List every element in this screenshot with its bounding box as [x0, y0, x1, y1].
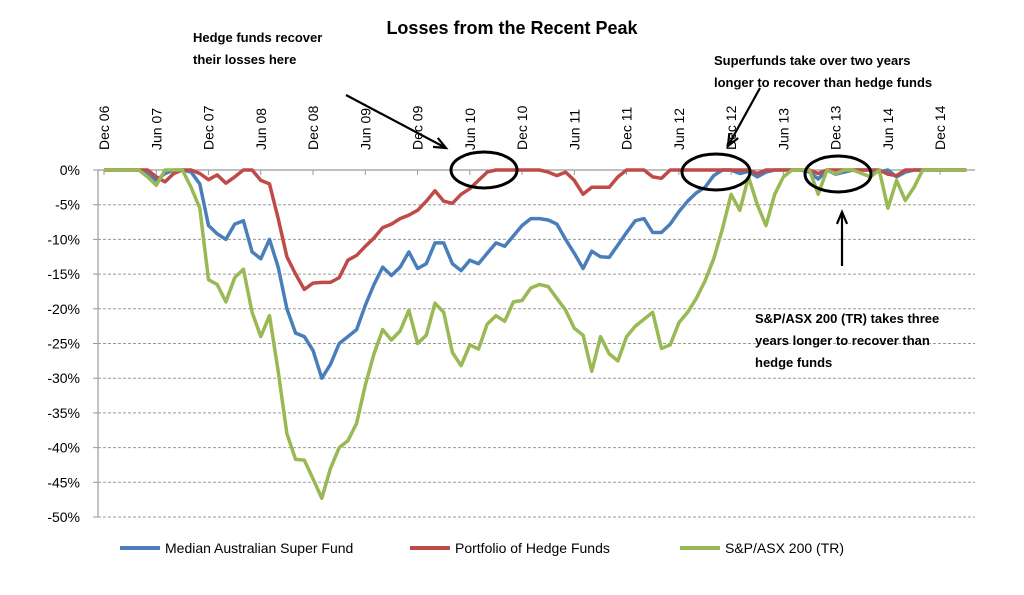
legend-label-2: Portfolio of Hedge Funds — [455, 540, 610, 556]
y-tick-label: -30% — [47, 370, 80, 386]
annotation-line: their losses here — [193, 52, 297, 67]
highlight-ellipse — [803, 154, 873, 194]
annotation-line: S&P/ASX 200 (TR) takes three — [755, 311, 940, 326]
series-line-1 — [104, 168, 967, 380]
arrow-superfunds-head — [726, 132, 739, 149]
y-tick-label: -15% — [47, 266, 80, 282]
annotation-line: Hedge funds recover — [193, 30, 323, 45]
x-tick-label: Jun 11 — [566, 109, 582, 150]
x-tick-label: Jun 14 — [880, 108, 896, 150]
highlight-ellipse — [449, 150, 519, 190]
y-tick-label: -5% — [55, 197, 80, 213]
annotation-hedge-funds: Hedge funds recover their losses here — [193, 27, 322, 71]
x-tick-label: Jun 12 — [671, 108, 687, 150]
highlight-ellipse — [680, 152, 752, 192]
x-tick-label: Dec 14 — [932, 105, 948, 150]
y-tick-label: -20% — [47, 301, 80, 317]
x-tick-label: Dec 06 — [96, 105, 112, 150]
y-tick-label: -35% — [47, 405, 80, 421]
x-tick-label: Dec 07 — [201, 105, 217, 150]
arrow-superfunds — [727, 87, 761, 147]
annotation-asx200: S&P/ASX 200 (TR) takes three years longe… — [755, 308, 939, 374]
x-tick-label: Jun 09 — [357, 108, 373, 150]
arrow-asx200-head — [835, 209, 849, 225]
arrow-hedge-funds — [345, 94, 447, 149]
y-tick-label: 0% — [60, 162, 80, 178]
chart-title: Losses from the Recent Peak — [386, 18, 638, 38]
x-tick-label: Jun 13 — [775, 108, 791, 150]
annotation-line: Superfunds take over two years — [714, 53, 911, 68]
x-tick-label: Jun 07 — [148, 108, 164, 150]
annotation-line: years longer to recover than — [755, 333, 930, 348]
series-line-3 — [104, 168, 967, 501]
x-tick-label: Dec 12 — [723, 105, 739, 150]
legend-label-1: Median Australian Super Fund — [165, 540, 353, 556]
y-tick-label: -40% — [47, 440, 80, 456]
annotation-line: longer to recover than hedge funds — [714, 75, 933, 90]
x-tick-label: Dec 13 — [828, 105, 844, 150]
x-tick-label: Dec 11 — [619, 106, 635, 150]
x-tick-label: Jun 08 — [253, 108, 269, 150]
y-tick-label: -10% — [47, 231, 80, 247]
x-tick-label: Dec 08 — [305, 105, 321, 150]
y-tick-label: -25% — [47, 336, 80, 352]
annotation-superfunds: Superfunds take over two years longer to… — [714, 50, 932, 94]
y-tick-label: -50% — [47, 509, 80, 525]
annotation-line: hedge funds — [755, 355, 833, 370]
y-tick-label: -45% — [47, 474, 80, 490]
arrow-hedge-funds-head — [432, 137, 449, 150]
x-tick-label: Dec 09 — [410, 105, 426, 150]
legend-label-3: S&P/ASX 200 (TR) — [725, 540, 844, 556]
series-line-2 — [104, 168, 967, 292]
x-tick-label: Dec 10 — [514, 105, 530, 150]
x-tick-label: Jun 10 — [462, 108, 478, 150]
